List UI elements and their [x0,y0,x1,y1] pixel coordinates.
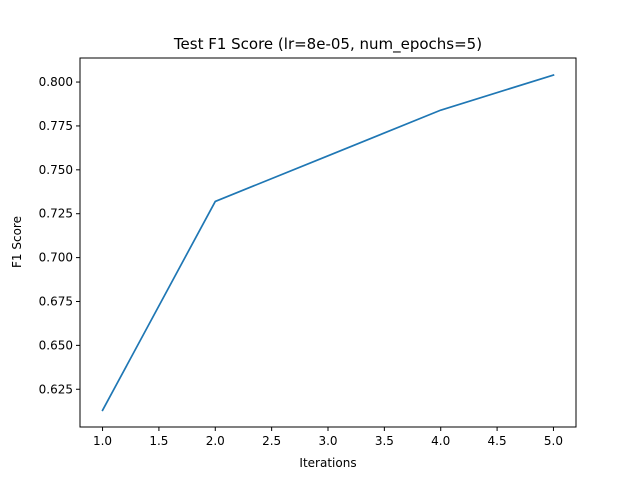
x-axis: 1.0 1.5 2.0 2.5 3.0 3.5 4.0 4.5 5.0 [93,427,563,448]
x-tick-label: 3.5 [375,434,394,448]
x-tick-label: 4.5 [488,434,507,448]
y-axis-label: F1 Score [10,216,24,268]
y-tick-label: 0.750 [39,163,73,177]
y-axis: 0.625 0.650 0.675 0.700 0.725 0.750 0.775 0.800 [39,75,80,396]
y-tick-label: 0.700 [39,251,73,265]
series-layer [101,73,555,412]
x-axis-label: Iterations [299,456,356,470]
plot-area-frame [79,57,577,428]
x-tick-label: 2.5 [262,434,281,448]
y-tick-label: 0.625 [39,382,73,396]
x-tick-label: 2.0 [206,434,225,448]
y-tick-label: 0.650 [39,338,73,352]
x-tick-label: 1.0 [93,434,112,448]
y-tick-label: 0.675 [39,294,73,308]
x-tick-label: 1.5 [149,434,168,448]
y-tick-label: 0.725 [39,207,73,221]
x-tick-label: 3.0 [318,434,337,448]
x-tick-label: 5.0 [544,434,563,448]
x-tick-label: 4.0 [431,434,450,448]
y-tick-label: 0.800 [39,75,73,89]
chart-title: Test F1 Score (lr=8e-05, num_epochs=5) [173,35,482,54]
y-tick-label: 0.775 [39,119,73,133]
